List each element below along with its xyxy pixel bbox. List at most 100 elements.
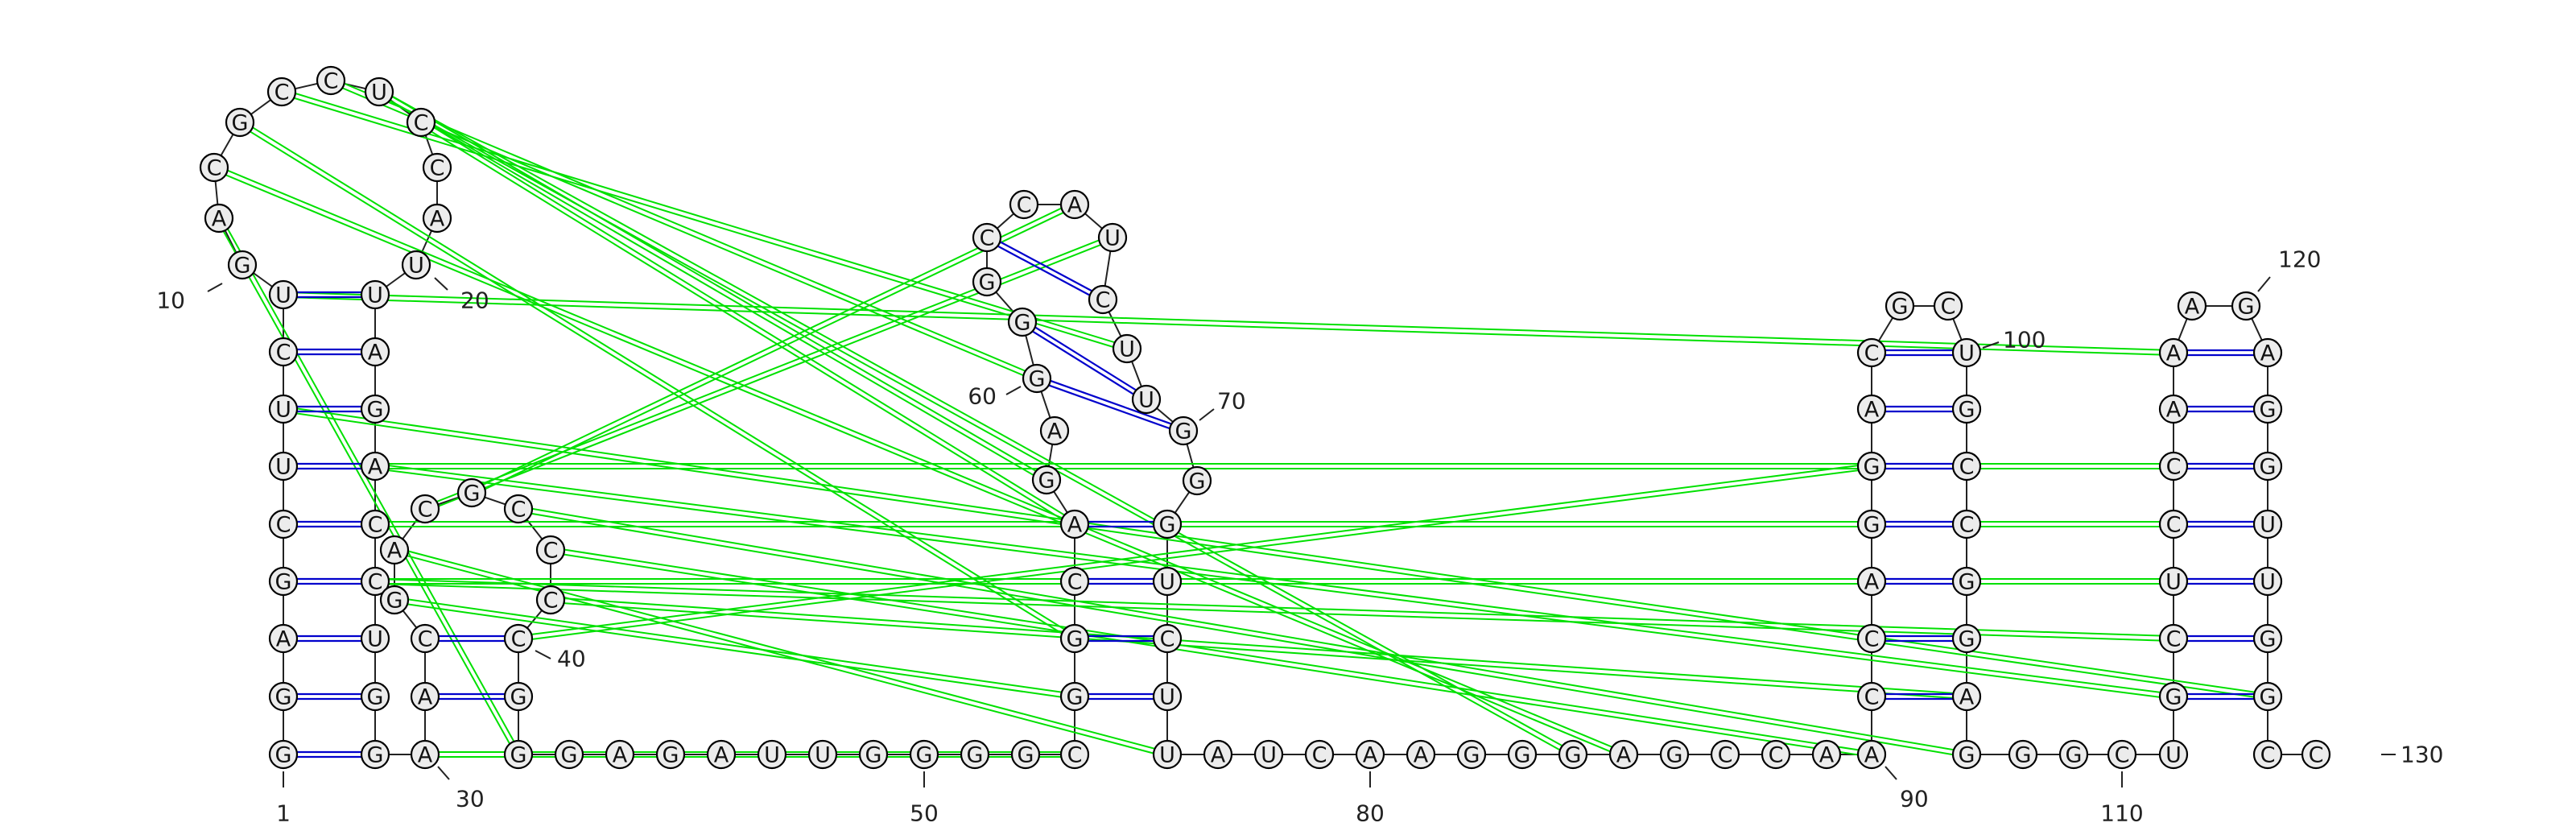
nucleotide-letter: C (1959, 513, 1975, 538)
tertiary-interaction-line (550, 551, 1872, 758)
nucleotide-circle (1152, 509, 1183, 539)
nucleotide-letter: C (1160, 627, 1175, 652)
nucleotide: U (268, 451, 299, 482)
nucleotide-letter: U (2260, 570, 2276, 595)
nucleotide-circle (1885, 291, 1915, 321)
nucleotide-circle (1007, 307, 1038, 337)
nucleotide-letter: C (418, 498, 433, 523)
nucleotide-circle (2158, 739, 2189, 770)
nucleotide: C (2252, 739, 2283, 770)
nucleotide-circle (1761, 739, 1791, 770)
nucleotide-letter: C (543, 539, 559, 564)
nucleotide-letter: G (2260, 398, 2277, 423)
nucleotide-letter: A (276, 627, 291, 652)
tertiary-interaction-line (423, 234, 1113, 508)
nucleotide-letter: G (1067, 685, 1084, 710)
nucleotide-circle (199, 152, 229, 183)
nucleotide: G (225, 107, 255, 138)
nucleotide: U (1097, 222, 1128, 253)
nucleotide-letter: A (1047, 420, 1063, 444)
nucleotide-letter: G (1959, 398, 1975, 423)
nucleotide-circle (379, 535, 410, 565)
nucleotide-letter: G (367, 743, 384, 768)
nucleotide: C (1059, 566, 1090, 597)
nucleotide-letter: U (1159, 743, 1175, 768)
tertiary-interaction-line (550, 601, 1967, 700)
nucleotide-circle (204, 203, 234, 234)
nucleotide: G (1507, 739, 1538, 770)
nucleotide-letter: A (1363, 743, 1378, 768)
nucleotide-letter: G (1565, 743, 1582, 768)
nucleotide-circle (1059, 681, 1090, 712)
nucleotide-letter: A (1864, 398, 1880, 423)
nucleotide-circle (1856, 451, 1887, 482)
nucleotide-circle (2252, 394, 2283, 424)
nucleotide-circle (1112, 333, 1142, 364)
base-pair-line (1037, 375, 1185, 430)
nucleotide: G (1951, 623, 1982, 654)
nucleotide-letter: G (1959, 743, 1975, 768)
tertiary-interaction-line (394, 597, 1075, 696)
tertiary-interaction-line (422, 119, 1077, 523)
tertiary-interaction-line (518, 510, 1967, 758)
nucleotide-circle (2252, 451, 2283, 482)
nucleotide: G (227, 250, 258, 280)
tertiary-interaction-line (220, 217, 522, 754)
nucleotide-letter: G (232, 111, 249, 136)
nucleotide: A (1951, 681, 1982, 712)
nucleotide-letter: A (714, 743, 729, 768)
nucleotide-letter: G (1159, 513, 1176, 538)
nucleotide: A (706, 739, 737, 770)
nucleotide: C (1761, 739, 1791, 770)
nucleotide-letter: G (2260, 685, 2277, 710)
base-pair-line (1023, 319, 1149, 399)
nucleotide-circle (1152, 566, 1183, 597)
nucleotide: G (360, 739, 390, 770)
nucleotide-circle (1059, 509, 1090, 539)
nucleotide-letter: G (275, 685, 292, 710)
nucleotide: G (655, 739, 686, 770)
nucleotide-circle (1951, 337, 1982, 368)
nucleotide: U (401, 250, 431, 280)
nucleotide: C (535, 585, 566, 615)
tertiary-interaction-line (394, 601, 1075, 700)
nucleotide-letter: G (1864, 513, 1880, 538)
nucleotide-circle (1951, 681, 1982, 712)
nucleotide-letter: A (368, 341, 383, 366)
nucleotide-circle (1856, 566, 1887, 597)
nucleotide-letter: C (1017, 193, 1032, 218)
nucleotide-circle (1039, 415, 1070, 446)
nucleotide: C (1059, 739, 1090, 770)
nucleotide: U (1253, 739, 1284, 770)
nucleotide: G (2252, 623, 2283, 654)
nucleotide-letter: G (1864, 455, 1880, 480)
nucleotide-circle (268, 451, 299, 482)
nucleotide-letter: C (511, 627, 526, 652)
nucleotide-circle (1951, 623, 1982, 654)
nucleotide-letter: C (2115, 743, 2130, 768)
nucleotide-circle (1507, 739, 1538, 770)
nucleotide-letter: U (2165, 743, 2182, 768)
nucleotide: G (972, 267, 1002, 297)
nucleotide-circle (554, 739, 584, 770)
nucleotide: C (2158, 451, 2189, 482)
nucleotide-circle (757, 739, 787, 770)
nucleotide-letter: A (1414, 743, 1429, 768)
nucleotide-circle (503, 739, 534, 770)
base-pair-line (987, 234, 1104, 299)
nucleotide: U (1951, 337, 1982, 368)
nucleotide-circle (1951, 566, 1982, 597)
nucleotide: G (1885, 291, 1915, 321)
nucleotide-letter: U (367, 627, 383, 652)
nucleotide-circle (972, 267, 1002, 297)
nucleotide: C (360, 509, 390, 539)
nucleotide-circle (1168, 415, 1199, 446)
nucleotide: G (1031, 465, 1062, 495)
nucleotide-circle (1456, 739, 1487, 770)
nucleotide: U (1152, 681, 1183, 712)
nucleotide: C (410, 494, 440, 524)
nucleotide: A (410, 739, 440, 770)
nucleotide: G (1059, 623, 1090, 654)
nucleotide-letter: G (1514, 743, 1531, 768)
